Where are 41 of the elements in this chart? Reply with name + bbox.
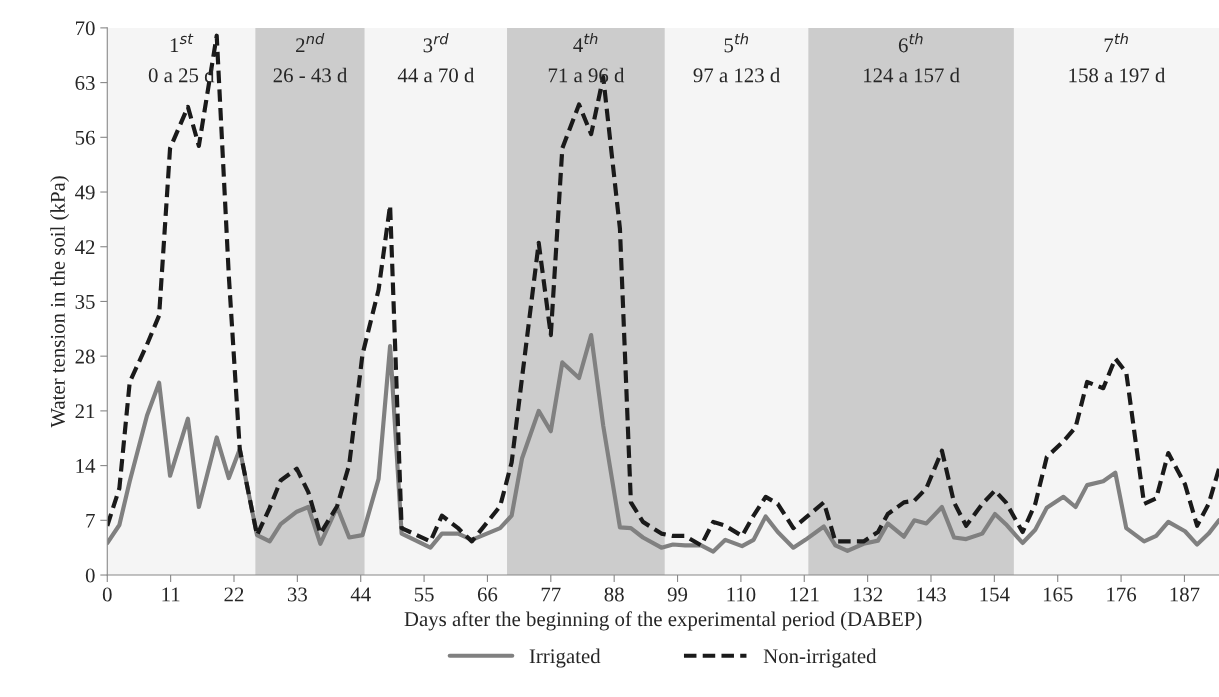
text: 4$^{th}$ 71 a 96 d xyxy=(548,33,625,83)
y-tick-label: 42 xyxy=(75,240,95,254)
x-tick-label: 121 xyxy=(790,587,819,602)
y-tick-label: 63 xyxy=(75,76,95,91)
text: 5$^{th}$ 97 a 123 d xyxy=(693,33,781,83)
y-tick-label: 56 xyxy=(75,130,95,145)
x-tick-label: 55 xyxy=(414,587,434,602)
y-tick-label: 21 xyxy=(75,404,95,419)
y-tick-label: 14 xyxy=(76,459,96,473)
legend-label: Irrigated xyxy=(529,648,601,668)
x-tick-label: 66 xyxy=(477,587,498,602)
text: 3$^{rd}$ 44 a 70 d xyxy=(397,33,475,83)
y-axis-title: Water tension in the soil (kPa) xyxy=(50,176,70,428)
text: 6$^{th}$ 124 a 157 d xyxy=(864,33,960,83)
text: 1$^{st}$ 0 a 25 d xyxy=(148,33,215,83)
y-tick-label: 49 xyxy=(75,185,95,200)
y-tick-label: 7 xyxy=(86,513,95,528)
y-tick-label: 28 xyxy=(75,349,95,364)
text: 7$^{th}$ 158 a 197 d xyxy=(1069,33,1166,83)
x-tick-label: 11 xyxy=(162,587,180,602)
x-tick-label: 110 xyxy=(727,587,756,602)
legend-label: Non-irrigated xyxy=(763,648,877,668)
y-tick-label: 35 xyxy=(75,294,95,309)
x-tick-label: 33 xyxy=(287,587,307,602)
x-tick-label: 154 xyxy=(980,587,1010,602)
x-tick-label: 143 xyxy=(917,587,946,602)
y-tick-label: 0 xyxy=(85,568,95,583)
x-tick-label: 132 xyxy=(853,587,883,602)
x-tick-label: 165 xyxy=(1043,587,1073,602)
text: 2$^{nd}$ 26 - 43 d xyxy=(273,33,348,83)
x-tick-label: 88 xyxy=(604,587,624,602)
x-tick-label: 44 xyxy=(350,587,371,602)
x-tick-label: 22 xyxy=(224,587,244,602)
x-tick-label: 0 xyxy=(102,587,112,602)
x-tick-label: 176 xyxy=(1107,587,1137,602)
line-series xyxy=(107,33,1219,548)
x-tick-label: 99 xyxy=(667,587,688,602)
y-tick-label: 70 xyxy=(76,21,95,36)
x-tick-label: 187 xyxy=(1170,587,1200,602)
x-axis-title: Days after the beginning of the experimental period (DABEP) xyxy=(404,611,922,631)
x-tick-label: 77 xyxy=(541,587,561,602)
